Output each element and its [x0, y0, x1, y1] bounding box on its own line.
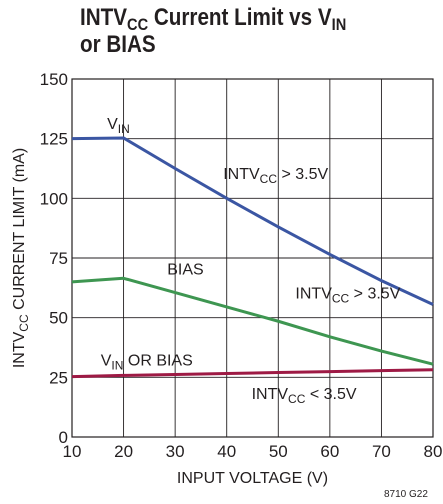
x-tick-label: 80	[424, 442, 443, 461]
annotation-vin-cond: INTVCC > 3.5V	[223, 166, 328, 186]
x-tick-label: 40	[217, 442, 236, 461]
annotation-vin-label: VIN	[107, 116, 130, 136]
title-sub2: IN	[331, 15, 347, 34]
annotation-vinbias-cond: INTVCC < 3.5V	[252, 386, 357, 406]
y-tick-labels: 0 25 50 75 100 125 150	[40, 70, 68, 447]
series-line-vin	[71, 136, 434, 306]
annotation-bias-label: BIAS	[167, 262, 203, 279]
y-tick-label: 50	[49, 309, 68, 328]
x-tick-label: 10	[63, 442, 82, 461]
x-tick-label: 20	[114, 442, 133, 461]
series-lines	[71, 136, 434, 379]
annotation-vinbias-label: VIN OR BIAS	[101, 352, 193, 372]
series-line-vin-or-bias	[71, 368, 434, 379]
annotation-bias-cond: INTVCC > 3.5V	[295, 286, 400, 306]
y-tick-label: 75	[49, 249, 68, 268]
x-tick-label: 70	[372, 442, 391, 461]
y-tick-label: 0	[59, 428, 68, 447]
chart-title: INTVCC Current Limit vs VIN or BIAS	[80, 4, 390, 58]
title-line2: or BIAS	[80, 31, 156, 58]
title-part1: INTV	[80, 4, 128, 31]
y-tick-label: 25	[49, 368, 68, 387]
x-tick-label: 50	[269, 442, 288, 461]
x-axis-label: INPUT VOLTAGE (V)	[177, 470, 328, 487]
y-tick-label: 100	[40, 189, 68, 208]
x-tick-label: 30	[166, 442, 185, 461]
title-part2: Current Limit vs V	[148, 4, 332, 31]
title-sub1: CC	[127, 15, 149, 34]
y-tick-label: 150	[40, 70, 68, 89]
y-axis-label: INTVCC CURRENT LIMIT (mA)	[11, 148, 31, 368]
x-tick-labels: 10 20 30 40 50 60 70 80	[63, 442, 443, 461]
x-tick-label: 60	[320, 442, 339, 461]
y-tick-label: 125	[40, 130, 68, 149]
series-line-bias	[71, 276, 434, 366]
figure-id: 8710 G22	[384, 489, 428, 500]
annotations: VIN INTVCC > 3.5V BIAS INTVCC > 3.5V VIN OR …	[101, 116, 401, 406]
plot-frame	[71, 78, 434, 438]
